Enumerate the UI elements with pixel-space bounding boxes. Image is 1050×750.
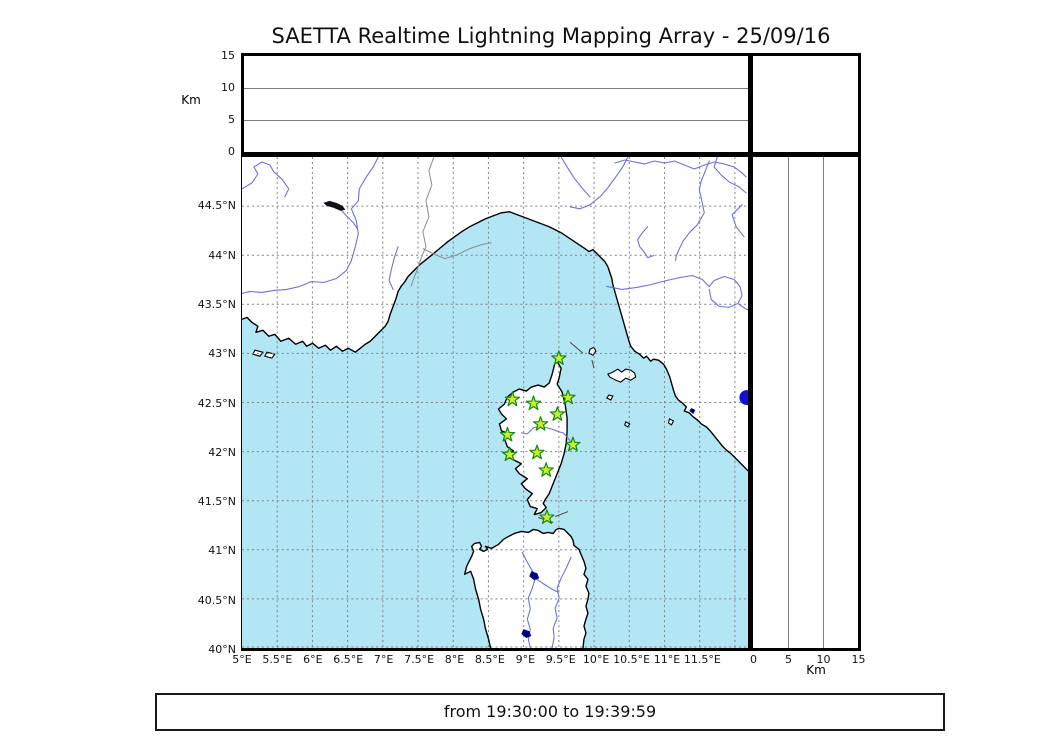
- lma-station-star: [501, 446, 518, 462]
- sardinia-coastline: [463, 527, 590, 648]
- panel-divider-horizontal: [241, 152, 861, 157]
- small-island: [624, 421, 631, 428]
- altitude-longitude-panel: [244, 56, 748, 152]
- lake: [323, 200, 346, 211]
- lon-tick-label: 6.5°E: [333, 653, 364, 666]
- right-km-tick-label: 15: [851, 653, 866, 666]
- lma-station-star: [538, 462, 554, 477]
- page-title: SAETTA Realtime Lightning Mapping Array …: [271, 24, 831, 48]
- lat-tick-label: 44°N: [208, 248, 236, 262]
- mainland-coastline: [242, 211, 749, 473]
- lon-tick-label: 11°E: [653, 653, 681, 666]
- right-km-tick-label: 5: [785, 653, 792, 666]
- river: [551, 556, 572, 648]
- river: [388, 246, 399, 291]
- river: [738, 303, 749, 311]
- lat-tick-label: 42.5°N: [197, 396, 236, 410]
- lma-station-star: [504, 391, 521, 407]
- lat-tick-label: 41°N: [208, 544, 236, 558]
- altitude-gridline: [244, 87, 748, 89]
- corsica-coastline: [497, 359, 568, 516]
- lma-station-star: [565, 436, 581, 452]
- river: [637, 226, 655, 259]
- lma-station-star: [551, 350, 567, 365]
- small-island: [667, 418, 675, 426]
- lat-tick-label: 43.5°N: [197, 297, 236, 311]
- river: [713, 157, 747, 194]
- river: [560, 157, 591, 198]
- lon-tick-label: 8°E: [444, 653, 465, 666]
- altitude-gridline: [244, 119, 748, 121]
- river: [534, 577, 559, 593]
- lma-station-star: [499, 426, 516, 442]
- lma-station-star: [549, 406, 566, 421]
- lat-tick-label: 41.5°N: [197, 495, 236, 509]
- lake: [689, 407, 696, 414]
- lon-tick-label: 9°E: [515, 653, 536, 666]
- lat-tick-label: 42°N: [208, 445, 236, 459]
- small-island: [606, 394, 614, 401]
- lon-tick-label: 7°E: [373, 653, 394, 666]
- lightning-event-dot: [739, 390, 749, 406]
- lon-tick-label: 11.5°E: [683, 653, 721, 666]
- altitude-tick-label: 5: [228, 113, 235, 126]
- lon-tick-label: 6°E: [303, 653, 323, 666]
- river: [606, 274, 743, 308]
- right-altitude-gridline: [822, 157, 824, 648]
- lat-tick-label: 43°N: [208, 347, 236, 361]
- coast-segment: [554, 511, 569, 518]
- lon-tick-label: 10.5°E: [613, 653, 651, 666]
- time-range-text: from 19:30:00 to 19:39:59: [443, 702, 657, 721]
- river: [242, 157, 379, 294]
- lon-tick-label: 5.5°E: [262, 653, 293, 666]
- lon-tick-label: 10°E: [582, 653, 610, 666]
- right-km-tick-label: 10: [816, 653, 831, 666]
- altitude-axis-label-bottom: Km: [806, 663, 826, 677]
- coast-segment: [569, 341, 584, 354]
- lma-station-star: [539, 509, 555, 525]
- lon-tick-label: 8.5°E: [474, 653, 505, 666]
- lon-tick-label: 5°E: [232, 653, 252, 666]
- lon-tick-label: 9.5°E: [545, 653, 576, 666]
- altitude-tick-label: 15: [221, 49, 235, 62]
- coast-segment: [591, 360, 595, 369]
- river: [614, 159, 747, 178]
- map-panel: [242, 157, 749, 648]
- lma-station-star: [532, 416, 549, 431]
- panel-divider-vertical: [748, 53, 753, 651]
- altitude-tick-label: 10: [221, 81, 235, 94]
- river: [520, 425, 574, 446]
- sardinia-island: [464, 528, 589, 648]
- small-island: [607, 368, 637, 383]
- river: [569, 157, 629, 210]
- lake: [521, 629, 532, 639]
- right-altitude-gridline: [787, 157, 789, 648]
- lake: [529, 571, 540, 581]
- country-border: [410, 157, 435, 287]
- altitude-axis-label-left: Km: [181, 93, 201, 107]
- right-km-tick-label: 0: [750, 653, 757, 666]
- country-border: [422, 242, 492, 260]
- lat-tick-label: 40.5°N: [197, 593, 236, 607]
- lma-station-star: [525, 395, 542, 411]
- mainland-landmass: [242, 157, 749, 472]
- lat-tick-label: 44.5°N: [197, 199, 236, 213]
- lon-tick-label: 7.5°E: [404, 653, 435, 666]
- altitude-latitude-panel: [753, 157, 858, 648]
- river: [731, 204, 745, 238]
- lma-station-star: [529, 444, 545, 460]
- time-range-box: from 19:30:00 to 19:39:59: [155, 693, 945, 731]
- river: [242, 161, 290, 198]
- lat-tick-label: 40°N: [208, 643, 236, 656]
- river: [674, 160, 710, 262]
- altitude-tick-label: 0: [228, 145, 235, 158]
- lma-station-star: [560, 389, 576, 405]
